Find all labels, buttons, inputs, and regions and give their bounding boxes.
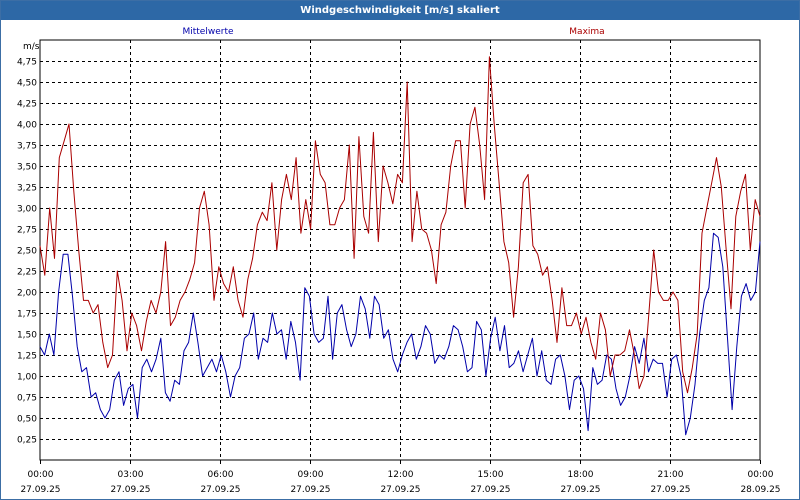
y-tick-label: 0,75	[17, 394, 37, 404]
x-tick-time-label: 15:00	[478, 470, 504, 480]
x-tick-date-label: 27.09.25	[290, 485, 330, 495]
x-tick-date-label: 27.09.25	[470, 485, 510, 495]
grid	[40, 40, 760, 460]
x-tick-date-label: 27.09.25	[650, 485, 690, 495]
y-tick-label: 1,50	[17, 331, 37, 341]
y-tick-label: 0,50	[17, 415, 37, 425]
y-tick-label: 1,00	[17, 373, 37, 383]
axes: 0,25 0,50 0,75 1,00 1,25 1,50 1,75 2,00 2,25 2,50…	[17, 39, 781, 495]
y-tick-label: 1,25	[17, 352, 37, 362]
y-tick-label: 4,00	[17, 121, 37, 131]
x-tick-time-label: 18:00	[568, 470, 594, 480]
x-tick-date-label: 27.09.25	[110, 485, 150, 495]
x-tick-date-label: 27.09.25	[200, 485, 240, 495]
x-tick-date-label: 27.09.25	[20, 485, 60, 495]
x-tick-date-label: 28.09.25	[740, 485, 780, 495]
y-tick-label: 3,50	[17, 163, 37, 173]
x-tick-date-label: 27.09.25	[380, 485, 420, 495]
y-tick-label: 2,00	[17, 289, 37, 299]
x-tick-time-label: 00:00	[748, 470, 774, 480]
y-tick-label: 2,25	[17, 268, 37, 278]
series-line-mittelwerte	[39, 232, 761, 436]
y-tick-label: 3,75	[17, 142, 37, 152]
y-tick-label: 0,25	[17, 436, 37, 446]
y-axis-unit-label: m/s	[23, 42, 40, 52]
legend-maxima: Maxima	[569, 27, 604, 37]
y-tick-label: 4,50	[17, 79, 37, 89]
x-tick-time-label: 06:00	[208, 470, 234, 480]
y-tick-label: 3,00	[17, 205, 37, 215]
y-tick-label: 4,25	[17, 100, 37, 110]
window-title: Windgeschwindigkeit [m/s] skaliert	[1, 1, 799, 20]
y-tick-label: 2,75	[17, 226, 37, 236]
legend-mittelwerte: Mittelwerte	[182, 27, 233, 37]
x-tick-date-label: 27.09.25	[560, 485, 600, 495]
x-tick-time-label: 00:00	[28, 470, 54, 480]
y-tick-label: 2,50	[17, 247, 37, 257]
series	[39, 56, 761, 436]
x-tick-time-label: 09:00	[298, 470, 324, 480]
y-tick-label: 1,75	[17, 310, 37, 320]
x-tick-time-label: 21:00	[658, 470, 684, 480]
y-tick-label: 4,75	[17, 58, 37, 68]
series-line-maxima	[39, 56, 761, 394]
x-tick-time-label: 12:00	[388, 470, 414, 480]
x-tick-time-label: 03:00	[118, 470, 144, 480]
y-tick-label: 3,25	[17, 184, 37, 194]
